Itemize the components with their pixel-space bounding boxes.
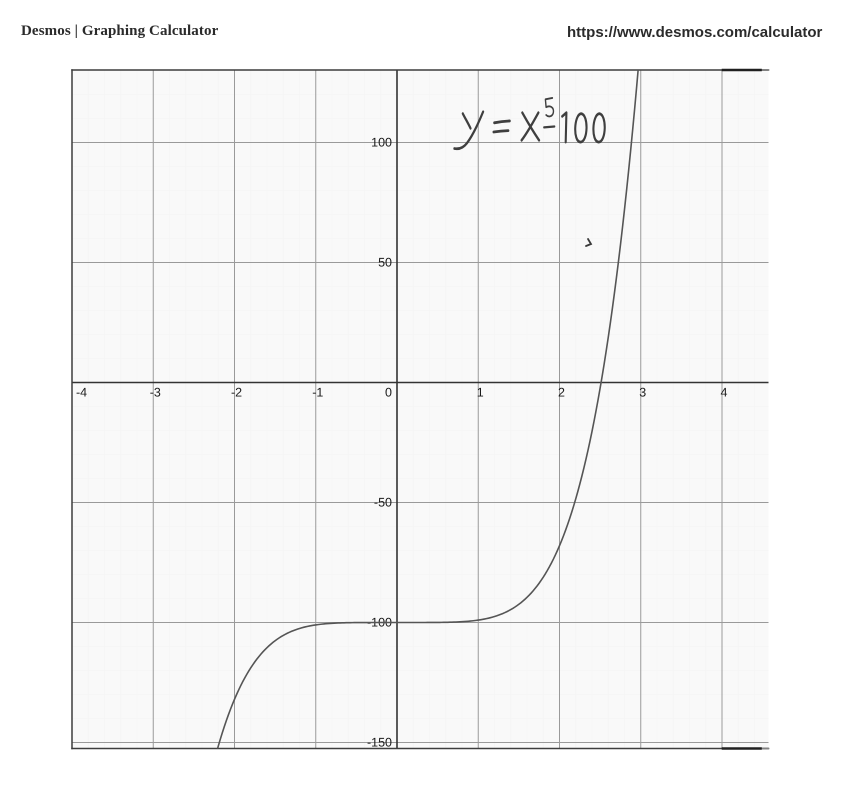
svg-text:2: 2	[558, 386, 565, 400]
svg-text:-2: -2	[231, 386, 242, 400]
svg-text:-150: -150	[367, 736, 392, 750]
svg-text:-50: -50	[374, 496, 392, 510]
svg-text:50: 50	[378, 256, 392, 270]
svg-text:0: 0	[385, 386, 392, 400]
svg-text:-3: -3	[150, 386, 161, 400]
svg-text:3: 3	[639, 386, 646, 400]
svg-text:-1: -1	[312, 386, 323, 400]
svg-text:-4: -4	[76, 386, 87, 400]
svg-text:100: 100	[371, 136, 392, 150]
svg-text:4: 4	[721, 386, 728, 400]
svg-text:1: 1	[477, 386, 484, 400]
